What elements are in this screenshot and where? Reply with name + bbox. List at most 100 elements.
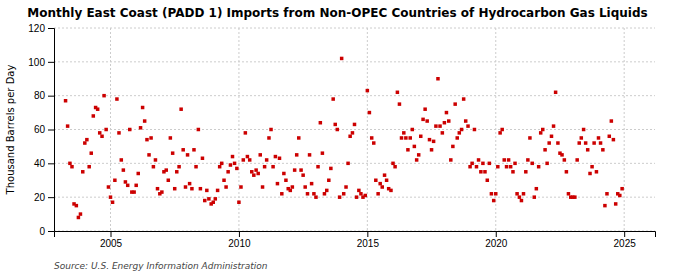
point xyxy=(267,136,271,140)
tick: 2015 xyxy=(357,231,380,249)
point xyxy=(374,179,378,183)
point xyxy=(359,192,363,196)
point xyxy=(494,192,498,196)
tick: 2010 xyxy=(228,231,251,249)
point xyxy=(239,185,243,189)
point xyxy=(229,163,233,167)
point xyxy=(79,212,83,216)
point xyxy=(515,192,519,196)
point xyxy=(535,187,539,191)
point xyxy=(346,162,350,166)
point xyxy=(70,165,74,169)
point xyxy=(396,91,400,95)
point xyxy=(417,153,421,157)
grid-line xyxy=(624,28,625,231)
point xyxy=(539,131,543,135)
point xyxy=(136,172,140,176)
point xyxy=(605,192,609,196)
point xyxy=(314,195,318,199)
point xyxy=(141,106,145,110)
point xyxy=(124,180,128,184)
point xyxy=(430,148,434,152)
point xyxy=(344,185,348,189)
point xyxy=(398,102,402,106)
point xyxy=(541,128,545,132)
point xyxy=(462,97,466,101)
grid-line xyxy=(54,95,655,96)
point xyxy=(366,89,370,93)
tick-label: 0 xyxy=(39,226,45,237)
point xyxy=(434,124,438,128)
point xyxy=(552,124,556,128)
point xyxy=(614,202,618,206)
point xyxy=(126,184,130,188)
tick-mark xyxy=(367,231,368,237)
point xyxy=(203,199,207,203)
point xyxy=(64,99,68,103)
point xyxy=(214,197,218,201)
point xyxy=(295,153,299,157)
title: Monthly East Coast (PADD 1) Imports from… xyxy=(27,6,647,20)
point xyxy=(336,128,340,132)
point xyxy=(246,155,250,159)
point xyxy=(83,141,87,145)
point xyxy=(293,168,297,172)
point xyxy=(509,165,512,169)
tick-mark xyxy=(48,28,54,29)
point xyxy=(263,165,267,169)
tick: 2005 xyxy=(100,231,123,249)
point xyxy=(226,170,230,174)
point xyxy=(233,162,237,166)
point xyxy=(393,165,397,169)
point xyxy=(415,158,419,162)
point xyxy=(481,162,485,166)
point xyxy=(303,185,307,189)
point xyxy=(567,192,571,196)
point xyxy=(464,119,468,123)
point xyxy=(147,153,151,157)
point xyxy=(92,114,96,118)
point xyxy=(421,118,425,122)
point xyxy=(282,172,286,176)
tick: 20 xyxy=(34,192,54,203)
point xyxy=(498,131,502,135)
point xyxy=(492,199,496,203)
point xyxy=(378,182,382,186)
point xyxy=(595,170,599,174)
point xyxy=(573,195,577,199)
point xyxy=(167,179,171,183)
tick-mark xyxy=(48,163,54,164)
point xyxy=(169,136,173,140)
tick-label: 120 xyxy=(28,23,45,34)
point xyxy=(333,123,337,127)
point xyxy=(308,153,312,157)
point xyxy=(111,200,115,204)
tick: 40 xyxy=(34,158,54,169)
point xyxy=(560,153,564,157)
point xyxy=(486,179,490,183)
point xyxy=(584,141,588,145)
point xyxy=(220,162,224,166)
point xyxy=(179,107,183,111)
point xyxy=(348,135,352,139)
point xyxy=(601,148,605,152)
tick-label: 2015 xyxy=(357,238,380,249)
tick-label: 20 xyxy=(34,192,46,203)
point xyxy=(186,153,190,157)
point xyxy=(357,189,361,193)
point xyxy=(81,170,85,174)
point xyxy=(278,157,282,161)
point xyxy=(122,168,126,172)
point xyxy=(511,170,515,174)
point xyxy=(563,158,567,162)
point xyxy=(338,195,342,199)
point xyxy=(522,192,526,196)
point xyxy=(276,182,280,186)
tick-label: 2025 xyxy=(614,238,637,249)
point xyxy=(577,141,581,145)
point xyxy=(438,124,442,128)
y-axis-label: Thousand Barrels per Day xyxy=(5,65,16,196)
tick-mark xyxy=(239,231,240,237)
point xyxy=(329,167,333,171)
point xyxy=(96,107,100,111)
